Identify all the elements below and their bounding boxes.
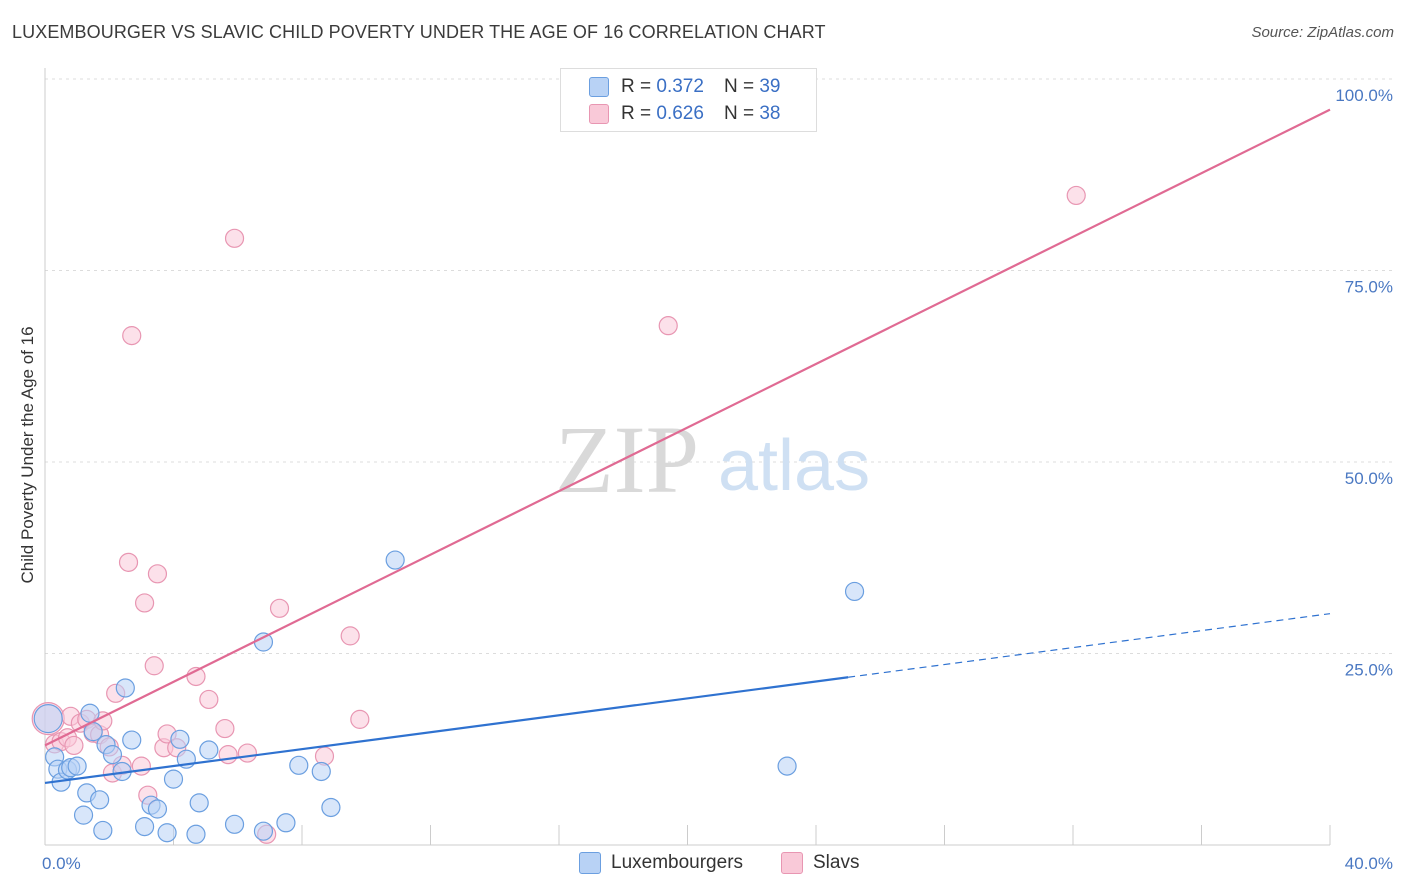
legend-entry-slavs: R = 0.626 N = 38 bbox=[589, 103, 780, 125]
legend-entry-luxembourgers: R = 0.372 N = 39 bbox=[589, 76, 780, 98]
data-point bbox=[311, 761, 331, 782]
data-point bbox=[350, 709, 370, 729]
data-point bbox=[224, 228, 245, 248]
data-point bbox=[253, 632, 274, 652]
legend: R = 0.372 N = 39 R = 0.626 N = 38 bbox=[560, 68, 817, 132]
legend-n-value: 39 bbox=[759, 76, 781, 97]
data-point bbox=[115, 678, 135, 698]
legend-swatch-blue bbox=[589, 77, 609, 97]
legend-n-label: N = bbox=[723, 103, 755, 124]
data-point bbox=[1066, 185, 1086, 206]
data-point bbox=[122, 326, 142, 346]
data-point bbox=[93, 820, 113, 841]
axes bbox=[44, 68, 1331, 846]
data-point bbox=[253, 821, 274, 841]
grid bbox=[45, 78, 1395, 654]
data-point bbox=[33, 704, 63, 734]
trend-line-extension bbox=[848, 613, 1331, 678]
legend-r-value: 0.372 bbox=[656, 76, 704, 97]
legend-r-label: R = bbox=[621, 76, 652, 97]
legend-r-label: R = bbox=[621, 103, 652, 124]
data-point bbox=[385, 550, 405, 570]
data-point bbox=[269, 598, 290, 618]
data-point bbox=[118, 552, 139, 572]
data-point bbox=[289, 755, 309, 775]
data-point bbox=[144, 656, 164, 676]
bottom-legend-label: Luxembourgers bbox=[611, 852, 744, 873]
data-point bbox=[64, 735, 84, 756]
data-point bbox=[844, 581, 865, 602]
watermark-zip: ZIP bbox=[555, 406, 699, 513]
data-point bbox=[237, 743, 257, 763]
data-point bbox=[134, 817, 155, 837]
legend-swatch-pink bbox=[589, 104, 609, 124]
data-point bbox=[147, 799, 168, 819]
data-points bbox=[31, 185, 1086, 844]
data-point bbox=[170, 729, 190, 749]
bottom-legend-swatch-blue bbox=[579, 852, 601, 874]
data-point bbox=[147, 564, 168, 584]
data-point bbox=[102, 745, 123, 765]
data-point bbox=[340, 626, 360, 646]
data-point bbox=[90, 790, 110, 810]
data-point bbox=[658, 316, 678, 336]
data-point bbox=[67, 756, 87, 776]
data-point bbox=[321, 797, 341, 818]
tick-labels: 25.0% 50.0% 75.0% 100.0% 0.0% 40.0% bbox=[42, 86, 1393, 873]
data-point bbox=[189, 793, 209, 813]
watermark-atlas: atlas bbox=[718, 426, 870, 506]
data-point bbox=[199, 689, 219, 710]
data-point bbox=[157, 823, 177, 843]
trend-line bbox=[44, 676, 849, 785]
data-point bbox=[777, 756, 797, 776]
y-tick-label: 25.0% bbox=[1345, 661, 1393, 680]
data-point bbox=[186, 824, 206, 844]
data-point bbox=[215, 718, 235, 739]
data-point bbox=[163, 769, 184, 789]
data-point bbox=[122, 730, 142, 750]
source-credit: Source: ZipAtlas.com bbox=[1251, 24, 1394, 41]
bottom-legend-luxembourgers: Luxembourgers bbox=[579, 852, 743, 874]
data-point bbox=[218, 745, 238, 765]
data-point bbox=[131, 756, 151, 776]
watermark: ZIP atlas bbox=[555, 406, 870, 513]
x-tick-label: 0.0% bbox=[42, 854, 81, 873]
legend-n-label: N = bbox=[723, 76, 755, 97]
data-point bbox=[276, 813, 296, 833]
y-tick-label: 75.0% bbox=[1345, 278, 1393, 297]
legend-r-value: 0.626 bbox=[656, 103, 704, 124]
bottom-legend-slavs: Slavs bbox=[781, 852, 859, 874]
trend-line bbox=[44, 108, 1331, 747]
data-point bbox=[134, 593, 155, 613]
y-tick-label: 50.0% bbox=[1345, 469, 1393, 488]
chart-title: LUXEMBOURGER VS SLAVIC CHILD POVERTY UND… bbox=[12, 22, 826, 42]
x-tick-label: 40.0% bbox=[1345, 854, 1393, 873]
bottom-legend-label: Slavs bbox=[813, 852, 860, 873]
trend-lines bbox=[44, 108, 1331, 785]
legend-n-value: 38 bbox=[759, 103, 781, 124]
bottom-legend-swatch-pink bbox=[781, 852, 803, 874]
data-point bbox=[224, 814, 245, 834]
data-point bbox=[199, 740, 219, 760]
y-tick-label: 100.0% bbox=[1335, 86, 1393, 105]
data-point bbox=[73, 805, 94, 825]
